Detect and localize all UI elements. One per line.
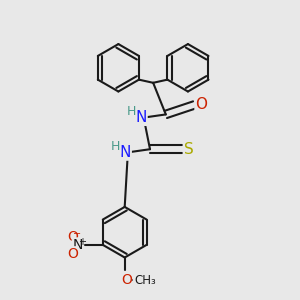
- Text: N: N: [120, 145, 131, 160]
- Text: CH₃: CH₃: [134, 274, 156, 287]
- Text: −: −: [74, 229, 82, 239]
- Text: +: +: [78, 237, 86, 247]
- Text: H: H: [111, 140, 121, 153]
- Text: O: O: [121, 273, 132, 287]
- Text: O: O: [67, 230, 78, 244]
- Text: N: N: [136, 110, 147, 125]
- Text: H: H: [127, 105, 136, 119]
- Text: O: O: [195, 98, 207, 112]
- Text: S: S: [184, 142, 194, 157]
- Text: O: O: [67, 247, 78, 261]
- Text: N: N: [72, 238, 83, 252]
